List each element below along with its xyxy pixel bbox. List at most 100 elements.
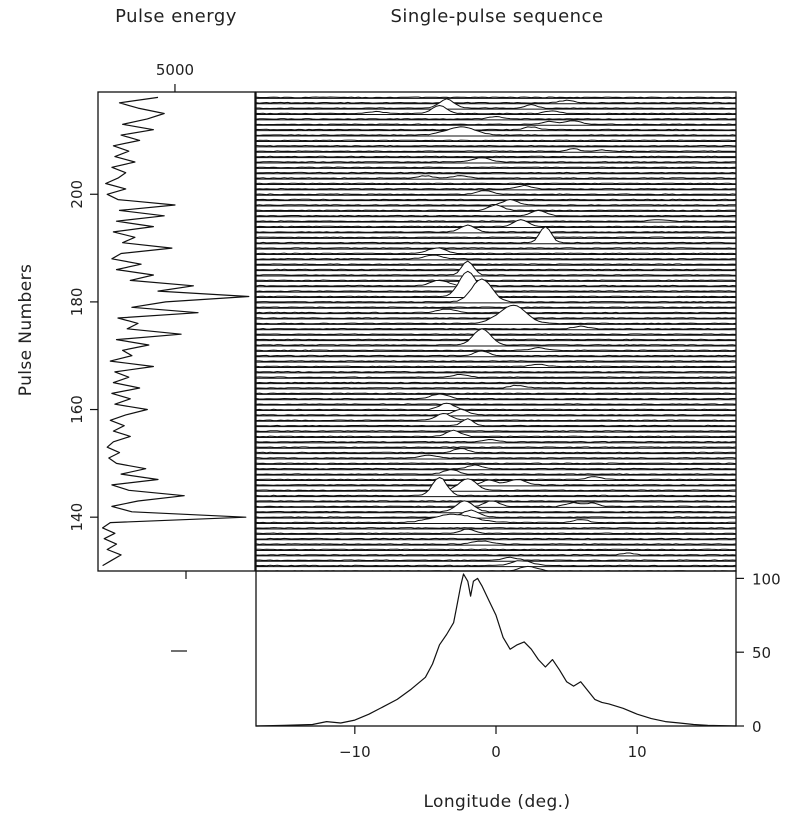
pulse-trace xyxy=(256,182,736,185)
pulse-trace xyxy=(256,306,736,309)
pulse-trace xyxy=(256,260,736,277)
pulse-trace xyxy=(256,139,736,142)
pulse-trace xyxy=(256,219,736,229)
pulse-trace xyxy=(256,304,736,325)
pulse-trace xyxy=(256,500,736,508)
pulse-number-tick-label: 180 xyxy=(68,288,86,317)
pulse-trace xyxy=(256,184,736,191)
energy-x-ticks: 5000 xyxy=(156,61,194,92)
pulse-trace xyxy=(256,408,736,417)
pulse-trace xyxy=(256,224,736,234)
pulse-trace xyxy=(256,175,736,180)
pulse-trace xyxy=(256,157,736,164)
pulse-trace xyxy=(256,247,736,255)
pulse-trace xyxy=(256,548,736,551)
pulse-trace xyxy=(256,462,736,465)
pulse-trace xyxy=(256,439,736,444)
profile-y-ticks: 0 50 100 xyxy=(736,570,781,736)
pulse-trace xyxy=(256,280,736,288)
pulse-trace xyxy=(256,429,736,438)
pulse-trace xyxy=(256,263,736,266)
pulse-trace xyxy=(256,363,736,368)
pulse-trace xyxy=(256,413,736,422)
pulse-trace xyxy=(256,328,736,347)
profile-panel-frame xyxy=(255,570,737,727)
pulse-trace xyxy=(256,552,736,557)
pulse-trace xyxy=(256,290,736,293)
pulse-trace xyxy=(256,418,736,428)
pulse-trace xyxy=(256,500,736,514)
profile-trace xyxy=(255,573,737,727)
pulse-trace xyxy=(256,446,736,449)
pulse-trace xyxy=(256,381,736,385)
pulse-trace xyxy=(256,279,736,282)
pulse-number-tick-label: 160 xyxy=(68,395,86,424)
pulse-trace xyxy=(256,98,736,110)
sequence-panel xyxy=(255,91,737,572)
energy-panel-title: Pulse energy xyxy=(115,6,237,27)
intensity-tick-label: 0 xyxy=(752,718,762,736)
pulse-trace xyxy=(256,402,736,412)
pulse-trace xyxy=(256,166,736,169)
sequence-panel-frame xyxy=(255,91,737,572)
pulse-trace xyxy=(256,464,736,471)
energy-panel-frame xyxy=(97,91,256,572)
pulse-trace xyxy=(256,126,736,137)
energy-x-tick-label: 5000 xyxy=(156,61,194,79)
pulse-trace xyxy=(256,145,736,148)
pulse-trace xyxy=(256,403,736,406)
pulse-trace xyxy=(256,509,736,519)
pulse-trace xyxy=(256,333,736,336)
energy-panel: 5000 140 160 180 200 xyxy=(68,61,256,652)
profile-panel: −10 0 10 0 50 100 xyxy=(255,570,781,761)
pulse-trace xyxy=(256,540,736,546)
pulse-trace xyxy=(256,126,736,132)
pulse-trace xyxy=(256,226,736,245)
pulse-trace xyxy=(256,120,736,126)
pulse-trace xyxy=(256,360,736,363)
profile-x-ticks: −10 0 10 xyxy=(339,726,647,761)
pulse-trace xyxy=(256,527,736,530)
longitude-tick-label: −10 xyxy=(339,743,371,761)
pulse-trace xyxy=(256,374,736,379)
pulse-trace xyxy=(256,190,736,196)
pulse-trace xyxy=(256,537,736,541)
pulse-traces xyxy=(256,96,736,571)
pulse-trace xyxy=(256,105,736,116)
pulse-trace xyxy=(256,454,736,460)
pulse-trace xyxy=(256,236,736,239)
x-axis-label: Longitude (deg.) xyxy=(423,792,570,812)
pulse-trace xyxy=(256,347,736,352)
intensity-tick-label: 100 xyxy=(752,570,781,588)
intensity-tick-label: 50 xyxy=(752,644,771,662)
pulse-trace xyxy=(256,278,736,304)
pulse-trace xyxy=(256,198,736,202)
pulse-trace xyxy=(256,325,736,331)
pulse-trace xyxy=(256,350,736,358)
pulse-trace xyxy=(256,392,736,395)
sequence-panel-title: Single-pulse sequence xyxy=(390,6,603,27)
pulse-trace xyxy=(256,448,736,455)
pulse-trace xyxy=(256,384,736,390)
energy-y-ticks: 140 160 180 200 xyxy=(68,180,98,532)
pulse-number-tick-label: 200 xyxy=(68,180,86,209)
pulse-trace xyxy=(256,308,736,315)
pulse-trace xyxy=(256,479,736,487)
pulse-trace xyxy=(256,513,736,525)
pulse-trace xyxy=(256,155,736,159)
pulse-trace xyxy=(256,148,736,153)
pulse-trace xyxy=(256,254,736,261)
pulse-trace xyxy=(256,219,736,223)
pulse-trace xyxy=(256,430,736,433)
pulse-trace xyxy=(256,338,736,342)
pulse-trace xyxy=(256,393,736,401)
pulse-trace xyxy=(256,469,736,476)
pulse-trace xyxy=(256,477,736,498)
y-axis-label: Pulse Numbers xyxy=(16,264,36,397)
pulse-trace xyxy=(256,560,736,568)
pulse-trace xyxy=(256,528,736,535)
pulse-trace xyxy=(256,268,736,272)
longitude-tick-label: 0 xyxy=(491,743,501,761)
pulse-trace xyxy=(256,96,736,99)
